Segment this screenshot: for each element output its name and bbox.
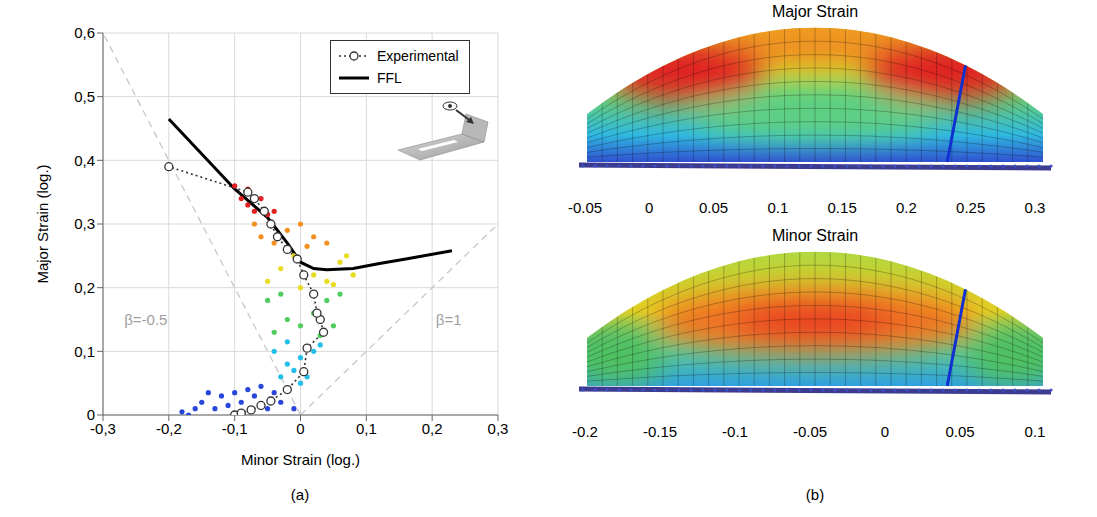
svg-text:0: 0 xyxy=(296,420,304,437)
svg-text:0,4: 0,4 xyxy=(74,152,95,169)
html-text:Major Strain: Major Strain xyxy=(771,3,859,20)
svg-text:0,6: 0,6 xyxy=(74,24,95,41)
svg-text:0.2: 0.2 xyxy=(896,199,917,216)
svg-text:0,5: 0,5 xyxy=(74,88,95,105)
svg-text:0: 0 xyxy=(881,423,889,440)
svg-text:-0.05: -0.05 xyxy=(793,423,827,440)
svg-text:-0.2: -0.2 xyxy=(572,423,598,440)
svg-text:Major Strain (log.): Major Strain (log.) xyxy=(34,164,51,283)
svg-text:0,1: 0,1 xyxy=(74,343,95,360)
svg-text:0: 0 xyxy=(645,199,653,216)
svg-text:0.15: 0.15 xyxy=(828,199,857,216)
html-text:FFL: FFL xyxy=(377,70,402,86)
svg-text:0.25: 0.25 xyxy=(956,199,985,216)
svg-text:-0.05: -0.05 xyxy=(568,199,602,216)
html-text:(a): (a) xyxy=(290,486,310,503)
svg-text:-0,2: -0,2 xyxy=(156,420,182,437)
svg-text:β=-0.5: β=-0.5 xyxy=(124,311,167,328)
html-text:Minor Strain: Minor Strain xyxy=(771,227,859,244)
svg-text:0.1: 0.1 xyxy=(767,199,788,216)
svg-text:0.05: 0.05 xyxy=(699,199,728,216)
svg-text:β=1: β=1 xyxy=(436,311,462,328)
svg-text:Minor Strain (log.): Minor Strain (log.) xyxy=(241,451,360,468)
svg-text:0,2: 0,2 xyxy=(74,279,95,296)
svg-text:0: 0 xyxy=(87,406,95,423)
svg-text:0,3: 0,3 xyxy=(74,215,95,232)
svg-text:0,2: 0,2 xyxy=(422,420,443,437)
svg-text:0.05: 0.05 xyxy=(945,423,974,440)
svg-text:0,1: 0,1 xyxy=(356,420,377,437)
svg-text:0.3: 0.3 xyxy=(1025,199,1046,216)
svg-text:0,3: 0,3 xyxy=(488,420,509,437)
html-text:(b): (b) xyxy=(805,486,825,503)
svg-text:-0,1: -0,1 xyxy=(222,420,248,437)
html-text:Experimental: Experimental xyxy=(377,48,459,64)
svg-text:-0.15: -0.15 xyxy=(643,423,677,440)
svg-text:-0,3: -0,3 xyxy=(90,419,116,437)
svg-text:0.1: 0.1 xyxy=(1025,423,1046,440)
svg-text:-0.1: -0.1 xyxy=(722,423,748,440)
